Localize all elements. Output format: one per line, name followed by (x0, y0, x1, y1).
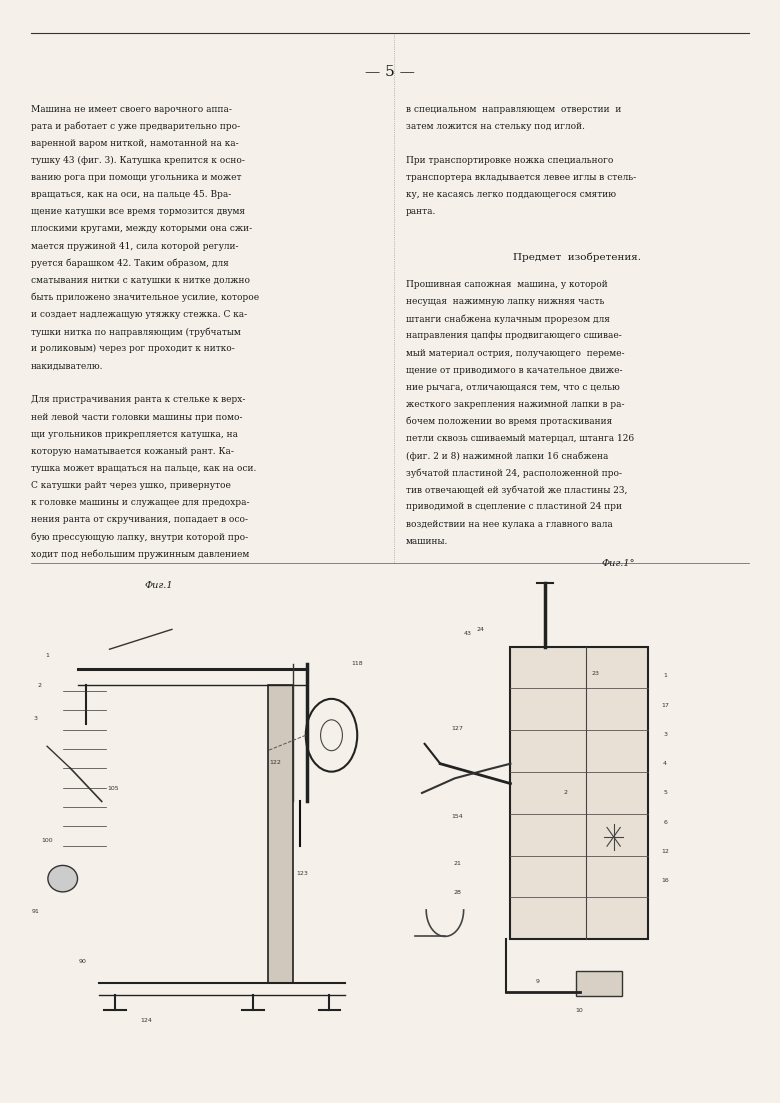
FancyBboxPatch shape (268, 685, 293, 984)
Text: 24: 24 (477, 627, 485, 632)
Text: и создает надлежащую утяжку стежка. С ка-: и создает надлежащую утяжку стежка. С ка… (31, 310, 247, 319)
Text: 2: 2 (563, 791, 568, 795)
Text: бочем положении во время протаскивания: бочем положении во время протаскивания (406, 417, 612, 427)
Text: 3: 3 (34, 716, 37, 721)
Text: 118: 118 (352, 661, 363, 666)
Text: 6: 6 (663, 820, 667, 825)
FancyBboxPatch shape (576, 971, 622, 996)
Text: 105: 105 (108, 785, 119, 791)
Text: 2: 2 (37, 683, 41, 688)
Text: ку, не касаясь легко поддающегося смятию: ку, не касаясь легко поддающегося смятию (406, 190, 615, 200)
Text: машины.: машины. (406, 536, 448, 546)
Text: ней левой части головки машины при помо-: ней левой части головки машины при помо- (31, 413, 243, 421)
Text: транспортера вкладывается левее иглы в стель-: транспортера вкладывается левее иглы в с… (406, 173, 636, 182)
Text: 124: 124 (140, 1018, 152, 1024)
Text: 21: 21 (453, 860, 461, 866)
Text: петли сквозь сшиваемый матерцал, штанга 126: петли сквозь сшиваемый матерцал, штанга … (406, 433, 633, 443)
Text: щи угольников прикрепляется катушка, на: щи угольников прикрепляется катушка, на (31, 429, 238, 439)
Text: зубчатой пластиной 24, расположенной про-: зубчатой пластиной 24, расположенной про… (406, 468, 622, 478)
Text: мается пружиной 41, сила которой регули-: мается пружиной 41, сила которой регули- (31, 242, 239, 250)
Text: 16: 16 (661, 878, 669, 884)
Text: 123: 123 (296, 870, 308, 876)
Text: тушку 43 (фиг. 3). Катушка крепится к осно-: тушку 43 (фиг. 3). Катушка крепится к ос… (31, 156, 245, 165)
Text: варенной варом ниткой, намотанной на ка-: варенной варом ниткой, намотанной на ка- (31, 139, 239, 148)
Text: Фиг.1°: Фиг.1° (602, 559, 635, 568)
Text: жесткого закрепления нажимной лапки в ра-: жесткого закрепления нажимной лапки в ра… (406, 400, 624, 409)
Text: 127: 127 (452, 726, 463, 731)
Text: в специальном  направляющем  отверстии  и: в специальном направляющем отверстии и (406, 105, 621, 114)
Text: При транспортировке ножка специального: При транспортировке ножка специального (406, 156, 613, 165)
Text: ние рычага, отличающаяся тем, что с целью: ние рычага, отличающаяся тем, что с цель… (406, 383, 619, 392)
Text: 1: 1 (45, 653, 49, 658)
Text: 23: 23 (592, 671, 600, 675)
Text: 91: 91 (31, 909, 39, 914)
Text: ранта.: ранта. (406, 207, 436, 216)
Text: 9: 9 (536, 978, 540, 984)
Text: которую наматывается кожаный рант. Ка-: которую наматывается кожаный рант. Ка- (31, 447, 234, 456)
Text: накидывателю.: накидывателю. (31, 361, 104, 371)
Text: 3: 3 (663, 732, 667, 737)
Text: и роликовым) через рог проходит к нитко-: и роликовым) через рог проходит к нитко- (31, 344, 235, 353)
Text: штанги снабжена кулачным прорезом для: штанги снабжена кулачным прорезом для (406, 314, 609, 324)
Text: приводимой в сцепление с пластиной 24 при: приводимой в сцепление с пластиной 24 пр… (406, 503, 622, 512)
Text: 12: 12 (661, 849, 669, 854)
Text: С катушки райт через ушко, привернутое: С катушки райт через ушко, привернутое (31, 481, 231, 490)
Text: 154: 154 (452, 814, 463, 818)
Text: Для пристрачивания ранта к стельке к верх-: Для пристрачивания ранта к стельке к вер… (31, 396, 246, 405)
Text: быть приложено значительное усилие, которое: быть приложено значительное усилие, кото… (31, 292, 259, 302)
Text: тушка может вращаться на пальце, как на оси.: тушка может вращаться на пальце, как на … (31, 463, 257, 473)
Text: (фиг. 2 и 8) нажимной лапки 16 снабжена: (фиг. 2 и 8) нажимной лапки 16 снабжена (406, 451, 608, 461)
Text: вращаться, как на оси, на пальце 45. Вра-: вращаться, как на оси, на пальце 45. Вра… (31, 190, 232, 200)
Text: нения ранта от скручивания, попадает в осо-: нения ранта от скручивания, попадает в о… (31, 515, 248, 524)
Text: плоскими кругами, между которыми она сжи-: плоскими кругами, между которыми она сжи… (31, 225, 252, 234)
Text: тушки нитка по направляющим (трубчатым: тушки нитка по направляющим (трубчатым (31, 326, 241, 336)
Text: тив отвечающей ей зубчатой же пластины 23,: тив отвечающей ей зубчатой же пластины 2… (406, 485, 627, 495)
Text: ванию рога при помощи угольника и может: ванию рога при помощи угольника и может (31, 173, 242, 182)
Text: к головке машины и служащее для предохра-: к головке машины и служащее для предохра… (31, 499, 250, 507)
Text: воздействии на нее кулака а главного вала: воздействии на нее кулака а главного вал… (406, 520, 612, 528)
Text: 28: 28 (453, 890, 461, 895)
Text: ходит под небольшим пружинным давлением: ходит под небольшим пружинным давлением (31, 549, 250, 559)
Text: 4: 4 (663, 761, 667, 767)
Text: — 5 —: — 5 — (365, 65, 415, 78)
Text: 122: 122 (269, 760, 282, 765)
Text: сматывания нитки с катушки к нитке должно: сматывания нитки с катушки к нитке должн… (31, 276, 250, 285)
Text: Машина не имеет своего варочного аппа-: Машина не имеет своего варочного аппа- (31, 105, 232, 114)
Text: 1: 1 (663, 674, 667, 678)
Text: затем ложится на стельку под иглой.: затем ложится на стельку под иглой. (406, 121, 584, 131)
Text: 100: 100 (41, 837, 53, 843)
Text: мый материал острия, получающего  переме-: мый материал острия, получающего переме- (406, 349, 624, 357)
Text: Прошивная сапожная  машина, у которой: Прошивная сапожная машина, у которой (406, 280, 608, 289)
Text: 5: 5 (663, 791, 667, 795)
Text: 90: 90 (78, 959, 86, 964)
Text: рата и работает с уже предварительно про-: рата и работает с уже предварительно про… (31, 121, 240, 131)
Text: руется барашком 42. Таким образом, для: руется барашком 42. Таким образом, для (31, 258, 229, 268)
Ellipse shape (48, 866, 77, 892)
Text: 17: 17 (661, 703, 669, 708)
Text: направления цапфы продвигающего сшивае-: направления цапфы продвигающего сшивае- (406, 331, 622, 341)
Text: Предмет  изобретения.: Предмет изобретения. (513, 253, 641, 263)
Text: Фиг.1: Фиг.1 (144, 581, 172, 590)
Text: 10: 10 (576, 1008, 583, 1014)
Text: щение катушки все время тормозится двумя: щение катушки все время тормозится двумя (31, 207, 245, 216)
FancyBboxPatch shape (510, 646, 648, 940)
Text: несущая  нажимную лапку нижняя часть: несущая нажимную лапку нижняя часть (406, 297, 604, 307)
Text: 43: 43 (463, 631, 472, 636)
Text: щение от приводимого в качательное движе-: щение от приводимого в качательное движе… (406, 366, 622, 375)
Text: бую прессующую лапку, внутри которой про-: бую прессующую лапку, внутри которой про… (31, 532, 248, 542)
